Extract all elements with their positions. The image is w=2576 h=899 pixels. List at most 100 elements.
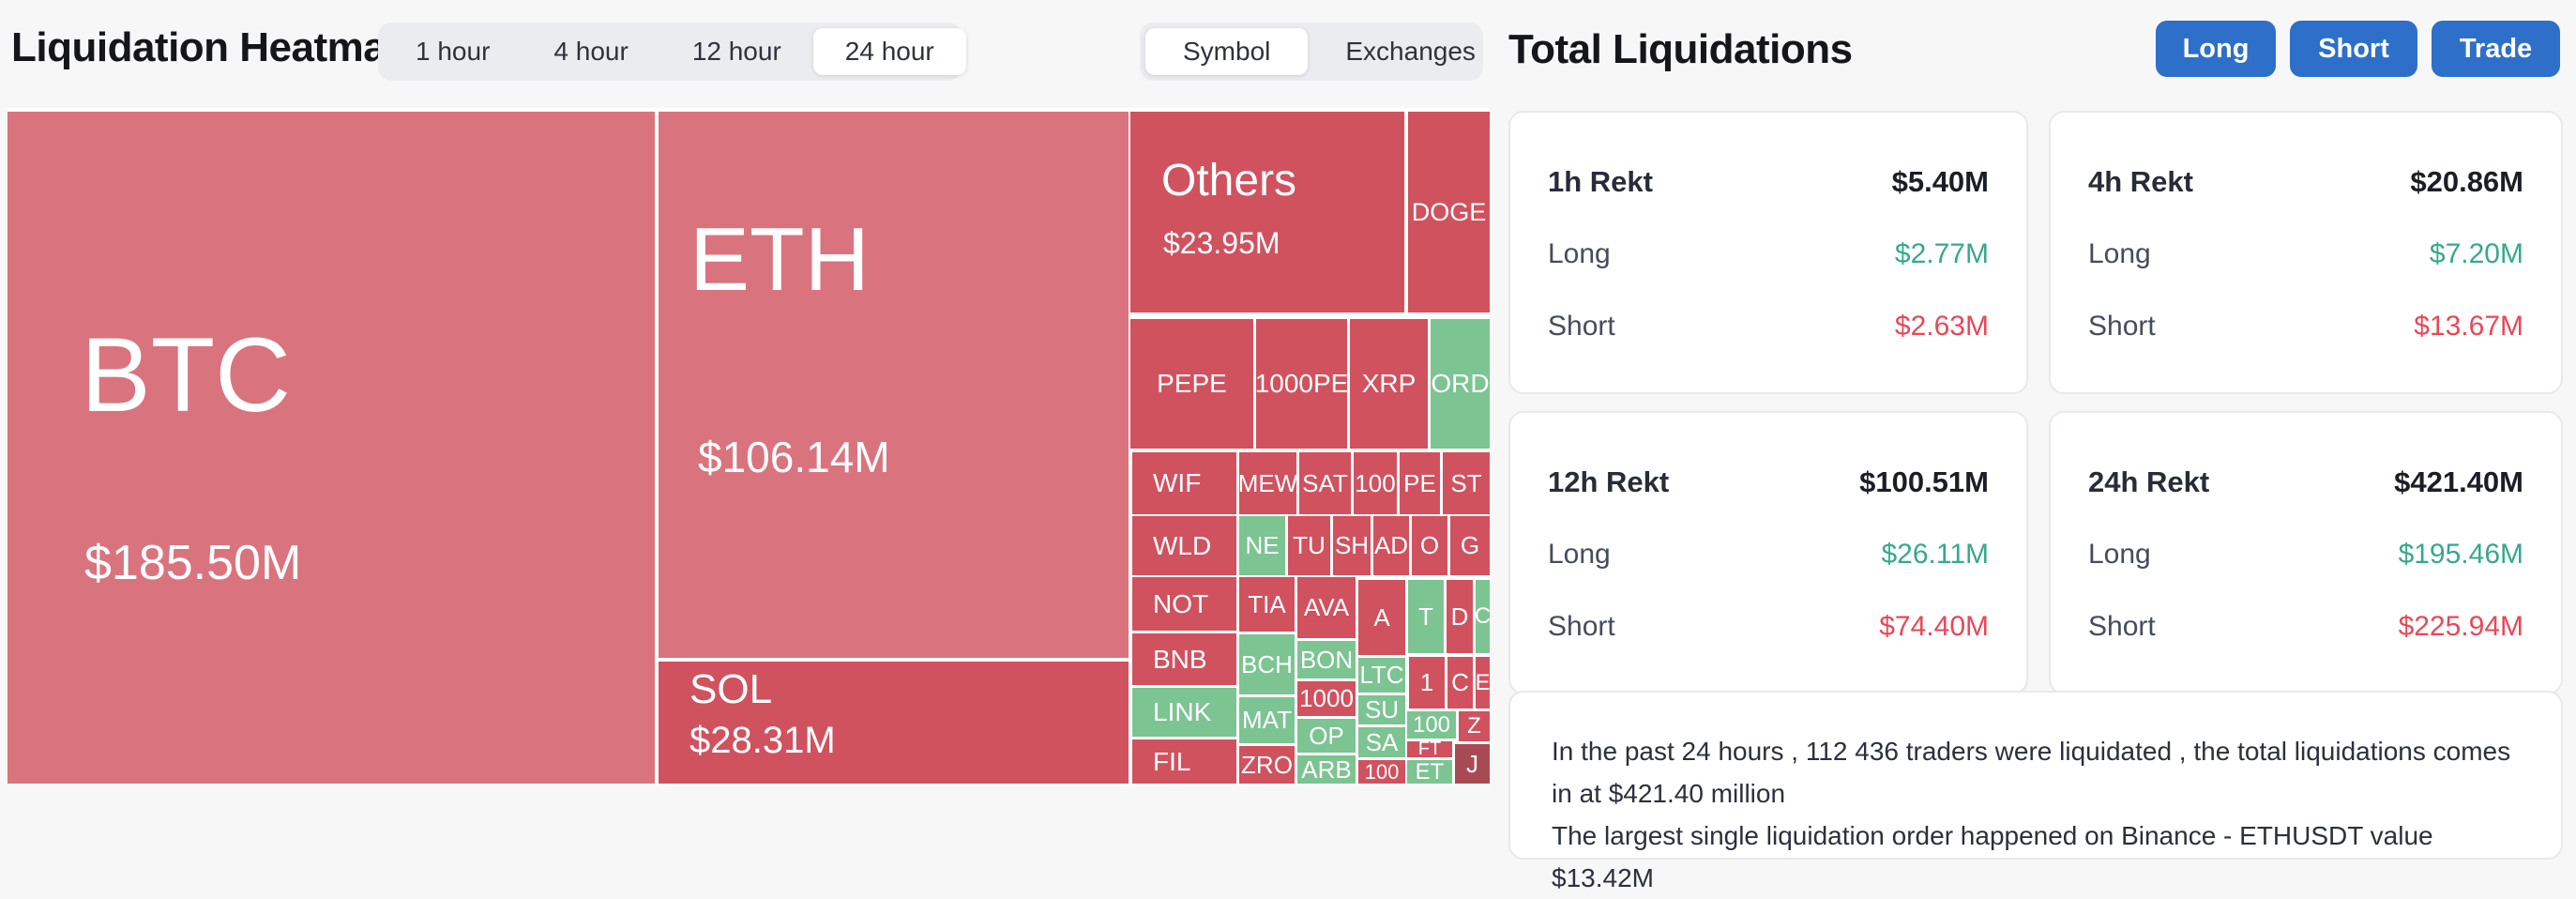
treemap-cell-zro[interactable]: ZRO: [1239, 746, 1295, 784]
long-label: Long: [1548, 539, 1611, 570]
treemap-symbol: Z: [1467, 713, 1481, 739]
treemap-cell-ne[interactable]: NE: [1239, 516, 1285, 575]
trade-button[interactable]: Trade: [2432, 21, 2560, 77]
treemap-symbol: C: [1451, 668, 1469, 696]
treemap-cell-wif[interactable]: WIF: [1132, 452, 1236, 514]
treemap-cell-arb[interactable]: ARB: [1297, 755, 1356, 784]
treemap-cell-sat[interactable]: SAT: [1299, 452, 1351, 514]
short-button[interactable]: Short: [2290, 21, 2417, 77]
tab-12-hour[interactable]: 12 hour: [691, 37, 781, 66]
treemap-value: $23.95M: [1163, 226, 1280, 260]
treemap-cell-c[interactable]: C: [1476, 580, 1490, 653]
treemap-cell-sa[interactable]: SA: [1358, 727, 1405, 757]
treemap-cell-100[interactable]: 100: [1358, 760, 1405, 784]
treemap-cell-1000[interactable]: 1000: [1297, 681, 1356, 716]
card-title: 12h Rekt: [1548, 465, 1670, 498]
tab-1-hour[interactable]: 1 hour: [416, 37, 491, 66]
treemap-cell-others[interactable]: Others $23.95M: [1130, 112, 1404, 312]
treemap-cell-a[interactable]: A: [1358, 580, 1405, 655]
treemap-symbol: BTC: [81, 316, 291, 434]
treemap-cell-link[interactable]: LINK: [1132, 688, 1236, 737]
treemap-symbol: E: [1476, 669, 1490, 695]
treemap-symbol: WLD: [1153, 530, 1212, 560]
treemap-cell-mew[interactable]: MEW: [1239, 452, 1296, 514]
card-total: $100.51M: [1859, 465, 1989, 498]
treemap-cell-tu[interactable]: TU: [1288, 516, 1330, 575]
treemap-cell-ord[interactable]: ORD: [1431, 319, 1490, 449]
treemap-cell-su[interactable]: SU: [1358, 695, 1405, 724]
treemap-cell-c[interactable]: C: [1447, 657, 1473, 709]
tab-exchanges[interactable]: Exchanges: [1345, 37, 1476, 66]
liquidation-treemap: BTC $185.50M ETH $106.14M SOL $28.31M Others $2…: [8, 112, 1490, 784]
short-value: $13.67M: [2414, 311, 2523, 342]
treemap-cell-1[interactable]: 1: [1409, 657, 1445, 709]
short-label: Short: [1548, 311, 1615, 342]
long-value: $195.46M: [2398, 539, 2523, 570]
treemap-cell-ad[interactable]: AD: [1373, 516, 1409, 575]
treemap-cell-pepe[interactable]: PEPE: [1130, 319, 1253, 449]
rekt-card-24h: 24h Rekt $421.40M Long $195.46M Short $2…: [2049, 411, 2563, 694]
treemap-cell-bch[interactable]: BCH: [1239, 634, 1295, 694]
treemap-symbol: 100: [1364, 760, 1400, 784]
treemap-symbol: Others: [1161, 156, 1297, 206]
treemap-symbol: T: [1418, 602, 1433, 631]
treemap-cell-100[interactable]: 100: [1407, 711, 1456, 739]
treemap-cell-1000pe[interactable]: 1000PE: [1256, 319, 1347, 449]
treemap-cell-z[interactable]: Z: [1459, 711, 1490, 741]
treemap-cell-xrp[interactable]: XRP: [1350, 319, 1428, 449]
treemap-symbol: SH: [1334, 531, 1370, 559]
tab-24-hour[interactable]: 24 hour: [812, 28, 966, 75]
treemap-cell-st[interactable]: ST: [1443, 452, 1490, 514]
treemap-cell-ltc[interactable]: LTC: [1358, 658, 1405, 693]
treemap-symbol: AVA: [1303, 593, 1350, 621]
treemap-cell-ava[interactable]: AVA: [1297, 577, 1356, 638]
treemap-symbol: FIL: [1153, 746, 1191, 776]
card-title: 1h Rekt: [1548, 165, 1653, 198]
treemap-cell-bon[interactable]: BON: [1297, 641, 1356, 678]
treemap-value: $185.50M: [84, 536, 302, 590]
tab-4-hour[interactable]: 4 hour: [553, 37, 629, 66]
treemap-cell-j[interactable]: J: [1455, 744, 1490, 784]
treemap-symbol: LTC: [1359, 661, 1404, 689]
treemap-cell-sh[interactable]: SH: [1333, 516, 1371, 575]
treemap-cell-tia[interactable]: TIA: [1239, 577, 1295, 632]
treemap-symbol: BCH: [1241, 649, 1293, 678]
treemap-value: $28.31M: [689, 720, 836, 761]
treemap-cell-d[interactable]: D: [1447, 580, 1473, 653]
summary-card: In the past 24 hours , 112 436 traders w…: [1508, 691, 2563, 892]
treemap-symbol: ST: [1450, 468, 1482, 497]
treemap-cell-doge[interactable]: DOGE: [1408, 112, 1490, 312]
treemap-cell-e[interactable]: E: [1476, 657, 1490, 709]
treemap-cell-wld[interactable]: WLD: [1132, 516, 1236, 575]
treemap-cell-bnb[interactable]: BNB: [1132, 633, 1236, 685]
long-value: $26.11M: [1881, 539, 1989, 570]
treemap-cell-eth[interactable]: ETH $106.14M: [659, 112, 1129, 658]
treemap-cell-op[interactable]: OP: [1297, 719, 1356, 753]
treemap-cell-sol[interactable]: SOL $28.31M: [659, 662, 1129, 784]
treemap-symbol: ET: [1415, 760, 1445, 784]
tab-symbol[interactable]: Symbol: [1145, 28, 1309, 75]
long-button[interactable]: Long: [2156, 21, 2276, 77]
treemap-symbol: TIA: [1248, 589, 1286, 618]
treemap-cell-g[interactable]: G: [1450, 516, 1490, 575]
treemap-cell-100[interactable]: 100: [1354, 452, 1397, 514]
treemap-cell-o[interactable]: O: [1412, 516, 1447, 575]
treemap-cell-btc[interactable]: BTC $185.50M: [8, 112, 655, 784]
treemap-cell-fil[interactable]: FIL: [1132, 739, 1236, 784]
treemap-cell-pe[interactable]: PE: [1400, 452, 1440, 514]
treemap-symbol: O: [1419, 531, 1440, 559]
treemap-symbol: WIF: [1153, 468, 1202, 497]
treemap-cell-mat[interactable]: MAT: [1239, 697, 1295, 743]
treemap-cell-t[interactable]: T: [1408, 580, 1444, 653]
short-label: Short: [2088, 611, 2156, 642]
rekt-card-1h: 1h Rekt $5.40M Long $2.77M Short $2.63M: [1508, 111, 2028, 394]
treemap-symbol: ARB: [1301, 755, 1352, 784]
treemap-cell-not[interactable]: NOT: [1132, 577, 1236, 631]
view-mode-tabs: Symbol Exchanges: [1140, 23, 1483, 81]
treemap-symbol: PE: [1403, 468, 1436, 497]
treemap-value: $106.14M: [698, 433, 890, 481]
treemap-cell-ft[interactable]: FT: [1407, 741, 1452, 757]
time-range-tabs: 1 hour 4 hour 12 hour 24 hour: [378, 23, 966, 81]
long-label: Long: [1548, 238, 1611, 269]
treemap-cell-et[interactable]: ET: [1407, 760, 1452, 784]
